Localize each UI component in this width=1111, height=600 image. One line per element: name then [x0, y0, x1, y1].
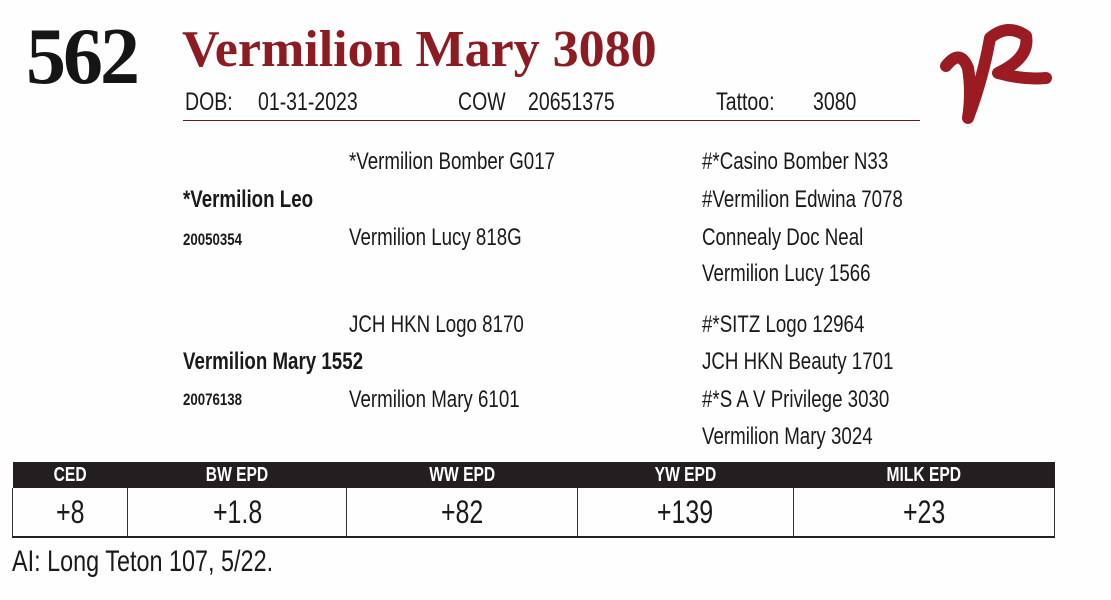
dam-reg: 20076138	[183, 390, 242, 409]
epd-value: +23	[792, 488, 1056, 538]
epd-header: WW EPD	[346, 462, 578, 488]
sire-sire-dam: #Vermilion Edwina 7078	[702, 186, 903, 213]
dam-dam-sire: #*S A V Privilege 3030	[702, 386, 890, 413]
vr-logo-icon	[940, 24, 1052, 124]
dam-sire-dam: JCH HKN Beauty 1701	[702, 348, 894, 375]
ai-footnote: AI: Long Teton 107, 5/22.	[12, 545, 274, 578]
dam-sire-sire: #*SITZ Logo 12964	[702, 311, 865, 338]
epd-header: YW EPD	[577, 462, 794, 488]
epd-value: +139	[576, 488, 794, 538]
animal-name: Vermilion Mary 3080	[182, 21, 657, 78]
registration-number: 20651375	[528, 88, 615, 116]
epd-header: MILK EPD	[793, 462, 1055, 488]
dam-dam-dam: Vermilion Mary 3024	[702, 423, 873, 450]
epd-value: +8	[11, 488, 129, 538]
epd-header: CED	[12, 462, 128, 488]
sire-dam: Vermilion Lucy 818G	[349, 224, 522, 251]
tattoo-label: Tattoo:	[716, 88, 775, 116]
cow-label: COW	[458, 88, 506, 116]
tattoo-value: 3080	[813, 88, 857, 116]
epd-value: +1.8	[127, 488, 348, 538]
sire-reg: 20050354	[183, 230, 242, 249]
sire-name: *Vermilion Leo	[183, 186, 314, 213]
dam-name: Vermilion Mary 1552	[183, 348, 364, 375]
dam-dam: Vermilion Mary 6101	[349, 386, 520, 413]
header-divider	[183, 120, 920, 121]
dam-sire: JCH HKN Logo 8170	[349, 311, 524, 338]
dob-value: 01-31-2023	[258, 88, 358, 116]
sire-dam-sire: Connealy Doc Neal	[702, 224, 864, 251]
lot-number: 562	[26, 13, 140, 101]
epd-value: +82	[346, 488, 578, 538]
dob-label: DOB:	[185, 88, 233, 116]
sire-dam-dam: Vermilion Lucy 1566	[702, 260, 871, 287]
sire-sire: *Vermilion Bomber G017	[349, 148, 556, 175]
sire-sire-sire: #*Casino Bomber N33	[702, 148, 889, 175]
epd-table: CED BW EPD WW EPD YW EPD MILK EPD +8 +1.…	[11, 462, 1056, 538]
epd-header: BW EPD	[127, 462, 347, 488]
